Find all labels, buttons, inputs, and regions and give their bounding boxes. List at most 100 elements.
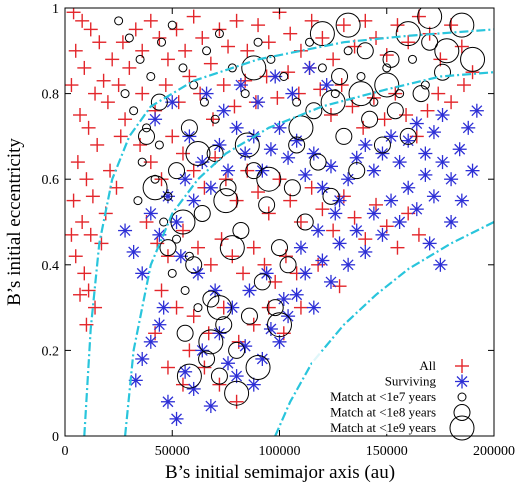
point-2-0 — [114, 16, 124, 26]
point-0-150 — [246, 317, 261, 332]
point-1-25 — [341, 257, 356, 272]
point-1-48 — [178, 172, 193, 187]
point-1-33 — [409, 202, 424, 217]
point-1-93 — [302, 60, 317, 75]
point-4-13 — [206, 295, 232, 321]
point-2-14 — [184, 251, 194, 261]
legend-marker-0 — [455, 359, 469, 373]
point-4-21 — [309, 21, 335, 47]
point-0-21 — [77, 266, 92, 281]
point-2-15 — [167, 268, 177, 278]
point-3-17 — [361, 110, 379, 128]
point-1-35 — [426, 189, 441, 204]
point-1-105 — [156, 300, 171, 315]
point-2-9 — [150, 174, 160, 184]
point-0-57 — [326, 52, 341, 67]
point-2-3 — [146, 71, 156, 81]
point-3-18 — [373, 136, 391, 154]
point-1-51 — [203, 180, 218, 195]
point-0-78 — [216, 78, 231, 93]
point-3-30 — [198, 350, 216, 368]
point-0-0 — [66, 8, 81, 20]
point-1-58 — [263, 142, 278, 157]
point-1-86 — [182, 129, 197, 144]
point-0-88 — [323, 108, 338, 122]
point-0-8 — [105, 52, 120, 67]
point-0-4 — [77, 60, 92, 75]
point-0-13 — [70, 155, 85, 170]
point-1-11 — [221, 356, 236, 371]
point-3-0 — [138, 127, 156, 145]
point-0-58 — [336, 18, 351, 33]
point-1-20 — [298, 266, 313, 281]
point-2-34 — [330, 89, 340, 99]
point-0-43 — [186, 9, 201, 24]
point-1-44 — [143, 206, 158, 221]
point-1-53 — [221, 163, 236, 178]
point-0-60 — [358, 13, 373, 28]
point-0-135 — [225, 249, 240, 264]
point-1-36 — [435, 155, 450, 170]
point-1-34 — [418, 167, 433, 182]
point-0-144 — [154, 283, 169, 298]
point-1-23 — [323, 274, 338, 289]
point-3-21 — [412, 85, 430, 103]
point-0-101 — [133, 137, 148, 152]
axes: 0 50000 100000 150000 200000 0 0.2 0.4 0.6 0.8 1 — [42, 2, 516, 459]
legend-label-4: Match at <1e9 years — [330, 420, 436, 435]
point-0-89 — [334, 78, 349, 93]
point-0-127 — [411, 227, 426, 242]
point-0-63 — [390, 18, 405, 33]
point-3-1 — [150, 93, 168, 111]
point-1-72 — [384, 129, 399, 144]
point-2-36 — [356, 71, 366, 81]
point-3-12 — [296, 213, 314, 231]
point-2-4 — [120, 89, 130, 99]
point-0-26 — [65, 227, 79, 242]
point-4-18 — [267, 312, 292, 338]
point-1-88 — [216, 103, 231, 118]
point-0-123 — [369, 197, 384, 212]
point-0-45 — [203, 56, 218, 71]
point-0-19 — [94, 236, 109, 251]
point-1-69 — [358, 137, 373, 152]
point-3-32 — [176, 324, 194, 342]
point-2-6 — [142, 123, 152, 133]
point-1-91 — [268, 69, 283, 84]
point-1-66 — [332, 193, 347, 208]
point-4-4 — [234, 132, 260, 158]
point-2-2 — [135, 54, 145, 64]
point-2-24 — [202, 46, 212, 56]
point-0-56 — [315, 30, 330, 45]
point-0-131 — [175, 223, 190, 238]
point-3-6 — [219, 179, 237, 197]
point-1-38 — [452, 142, 467, 157]
point-1-41 — [118, 223, 133, 238]
point-0-158 — [175, 377, 190, 392]
point-0-119 — [326, 223, 341, 238]
point-0-77 — [206, 112, 221, 127]
point-1-78 — [435, 108, 450, 122]
point-3-5 — [206, 145, 224, 163]
point-0-121 — [347, 210, 362, 225]
point-0-11 — [81, 120, 96, 135]
point-0-14 — [79, 172, 94, 187]
point-1-100 — [328, 206, 343, 221]
point-1-83 — [465, 163, 480, 178]
point-1-40 — [469, 103, 484, 118]
point-0-91 — [356, 120, 371, 135]
point-4-1 — [170, 209, 196, 235]
point-2-11 — [133, 196, 143, 206]
point-2-16 — [180, 285, 190, 295]
point-0-42 — [178, 43, 193, 58]
point-1-84 — [148, 112, 163, 127]
point-1-27 — [358, 244, 373, 259]
point-0-83 — [270, 90, 285, 105]
point-3-28 — [266, 299, 284, 317]
boundary-curve-2 — [274, 221, 494, 436]
point-2-26 — [227, 63, 237, 73]
boundary-curve-1 — [124, 71, 494, 436]
point-3-38 — [382, 50, 400, 68]
point-4-10 — [395, 21, 421, 47]
x-tick-label-2: 100000 — [259, 444, 301, 459]
